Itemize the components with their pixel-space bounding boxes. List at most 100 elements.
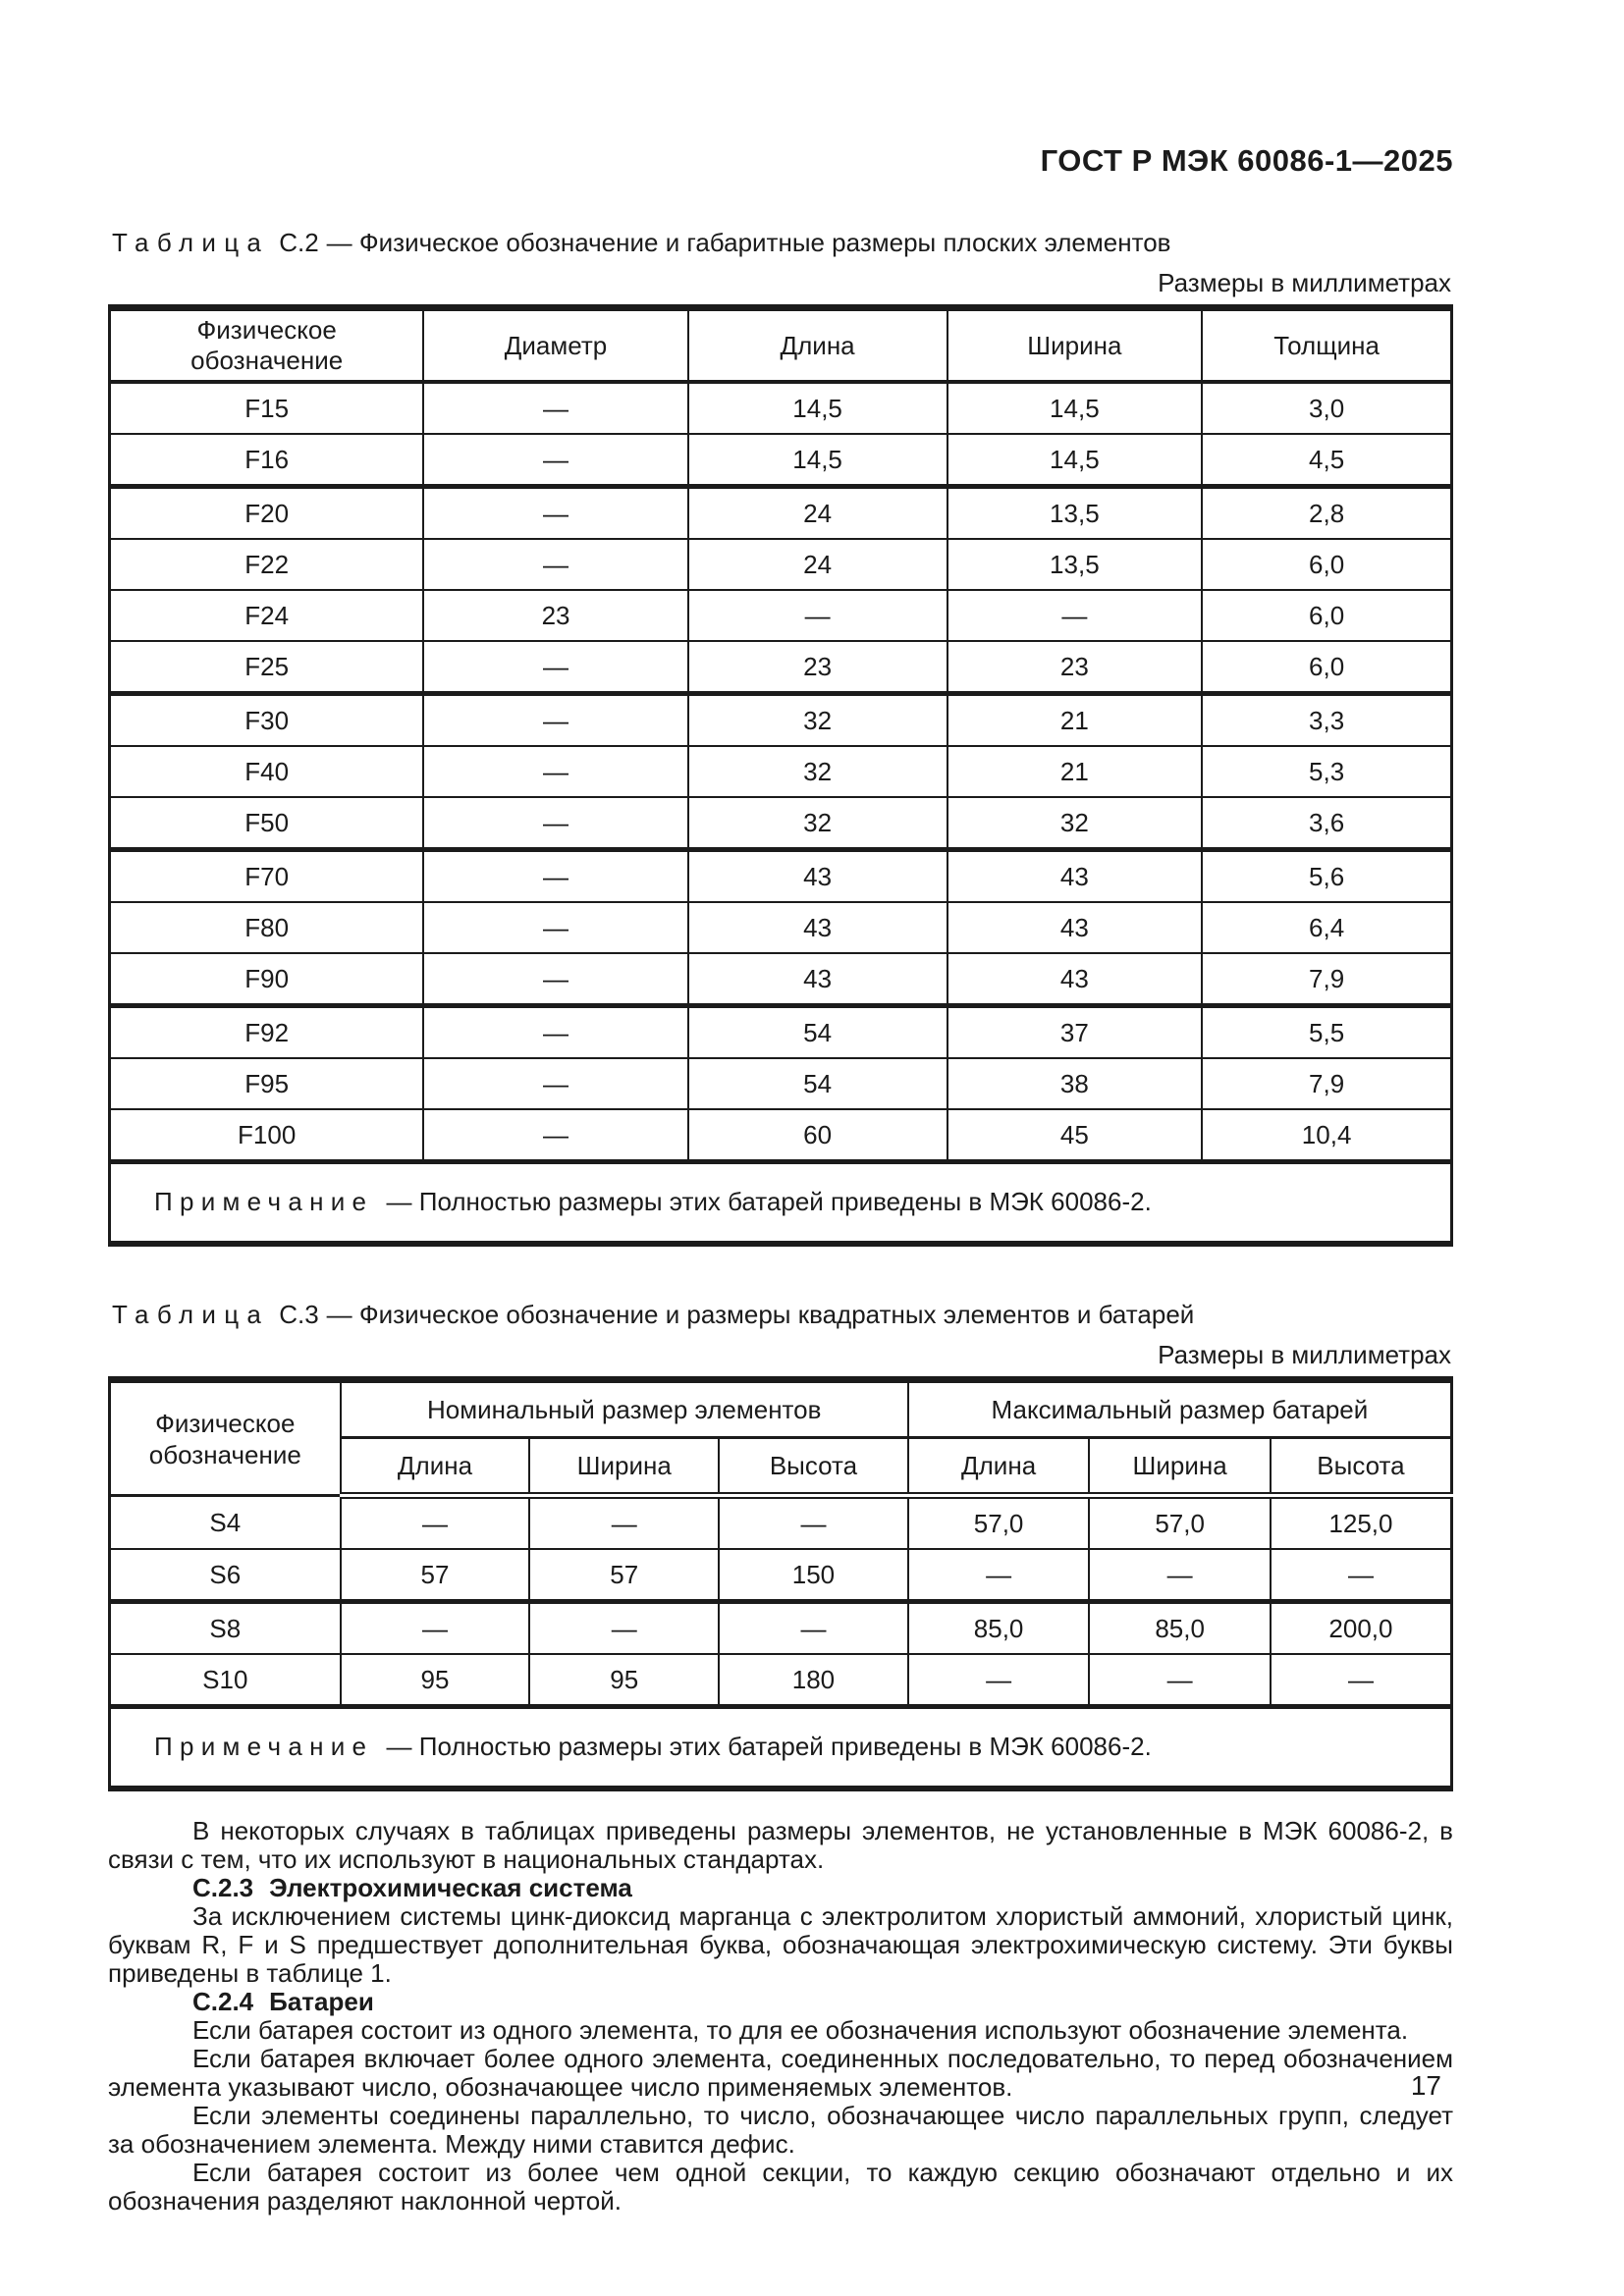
table-row: F40 — 32 21 5,3 xyxy=(108,745,1453,798)
cell: — xyxy=(422,1057,689,1110)
cell: 23 xyxy=(422,589,689,642)
column-header: Длина xyxy=(686,306,948,384)
cell: 6,0 xyxy=(1201,589,1453,642)
table-note: Примечание — Полностью размеры этих бата… xyxy=(108,1159,1453,1245)
cell: — xyxy=(686,589,948,642)
table-row: F80 — 43 43 6,4 xyxy=(108,901,1453,954)
cell: 95 xyxy=(339,1653,531,1708)
cell: — xyxy=(422,485,689,540)
cell: 43 xyxy=(686,952,948,1008)
table-row: F92 — 54 37 5,5 xyxy=(108,1004,1453,1059)
column-header: Длина xyxy=(906,1436,1091,1499)
paragraph: Если батарея включает более одного элеме… xyxy=(108,2044,1453,2102)
table-c2: Физическое обозначение Диаметр Длина Шир… xyxy=(108,304,1453,1247)
cell: 7,9 xyxy=(1201,1057,1453,1110)
cell: 38 xyxy=(946,1057,1204,1110)
cell: — xyxy=(718,1600,909,1655)
note-text: — Полностью размеры этих батарей приведе… xyxy=(386,1731,1152,1761)
table-caption-number: С.3 xyxy=(279,1300,319,1329)
cell: 43 xyxy=(946,848,1204,903)
table-c2-caption: Таблица С.2— Физическое обозначение и габ… xyxy=(112,228,1453,258)
cell: F70 xyxy=(108,848,425,903)
cell: 32 xyxy=(686,745,948,798)
cell: 14,5 xyxy=(686,433,948,489)
table-caption-label: Таблица xyxy=(112,228,270,257)
cell: 57 xyxy=(339,1548,531,1604)
cell: F15 xyxy=(108,381,425,435)
column-header: Длина xyxy=(339,1436,531,1499)
cell: 54 xyxy=(686,1004,948,1059)
column-header: Высота xyxy=(1269,1436,1453,1499)
table-row: F30 — 32 21 3,3 xyxy=(108,692,1453,747)
cell: 21 xyxy=(946,745,1204,798)
cell: 13,5 xyxy=(946,538,1204,591)
cell: 150 xyxy=(718,1548,909,1604)
section-title: Электрохимическая система xyxy=(269,1873,632,1902)
table-header-row: Физическое обозначение Диаметр Длина Шир… xyxy=(108,306,1453,384)
cell: F22 xyxy=(108,538,425,591)
cell: — xyxy=(1088,1653,1272,1708)
cell: F40 xyxy=(108,745,425,798)
cell: 2,8 xyxy=(1201,485,1453,540)
table-c3: Физическое обозначение Номинальный разме… xyxy=(108,1376,1453,1791)
table-row: S4 — — — 57,0 57,0 125,0 xyxy=(108,1494,1453,1550)
table-row: F95 — 54 38 7,9 xyxy=(108,1057,1453,1110)
table-row: F24 23 — — 6,0 xyxy=(108,589,1453,642)
cell: 32 xyxy=(946,796,1204,852)
table-note-row: Примечание — Полностью размеры этих бата… xyxy=(108,1159,1453,1245)
cell: 60 xyxy=(686,1108,948,1163)
section-number: С.2.3 xyxy=(192,1873,254,1902)
cell: S10 xyxy=(108,1653,342,1708)
cell: 3,0 xyxy=(1201,381,1453,435)
table-row: S6 57 57 150 — — — xyxy=(108,1548,1453,1604)
table-caption-title: — Физическое обозначение и размеры квадр… xyxy=(326,1300,1195,1329)
cell: S6 xyxy=(108,1548,342,1604)
cell: 5,6 xyxy=(1201,848,1453,903)
cell: 45 xyxy=(946,1108,1204,1163)
table-caption-label: Таблица xyxy=(112,1300,270,1329)
cell: 23 xyxy=(946,640,1204,696)
cell: — xyxy=(422,901,689,954)
paragraph: Если батарея состоит из одного элемента,… xyxy=(192,2015,1409,2045)
table-row: F15 — 14,5 14,5 3,0 xyxy=(108,381,1453,435)
table-row: F100 — 60 45 10,4 xyxy=(108,1108,1453,1163)
column-group-header: Номинальный размер элементов xyxy=(339,1378,909,1439)
cell: — xyxy=(528,1494,721,1550)
table-row: F20 — 24 13,5 2,8 xyxy=(108,485,1453,540)
cell: 125,0 xyxy=(1269,1494,1453,1550)
cell: — xyxy=(422,796,689,852)
cell: F25 xyxy=(108,640,425,696)
table-row: F70 — 43 43 5,6 xyxy=(108,848,1453,903)
note-text: — Полностью размеры этих батарей приведе… xyxy=(386,1186,1152,1216)
units-note: Размеры в миллиметрах xyxy=(1158,1340,1451,1369)
cell: 57,0 xyxy=(906,1494,1091,1550)
cell: 24 xyxy=(686,485,948,540)
cell: — xyxy=(422,745,689,798)
cell: F95 xyxy=(108,1057,425,1110)
cell: 54 xyxy=(686,1057,948,1110)
cell: — xyxy=(422,692,689,747)
cell: 43 xyxy=(946,901,1204,954)
cell: 7,9 xyxy=(1201,952,1453,1008)
column-header: Физическое обозначение xyxy=(108,306,425,384)
cell: 43 xyxy=(946,952,1204,1008)
cell: 37 xyxy=(946,1004,1204,1059)
cell: F92 xyxy=(108,1004,425,1059)
column-header: Высота xyxy=(718,1436,909,1499)
cell: — xyxy=(718,1494,909,1550)
cell: 4,5 xyxy=(1201,433,1453,489)
cell: 180 xyxy=(718,1653,909,1708)
column-header: Толщина xyxy=(1201,306,1453,384)
column-header: Диаметр xyxy=(422,306,689,384)
cell: — xyxy=(422,1004,689,1059)
cell: F16 xyxy=(108,433,425,489)
cell: — xyxy=(906,1653,1091,1708)
cell: 85,0 xyxy=(906,1600,1091,1655)
cell: 85,0 xyxy=(1088,1600,1272,1655)
cell: 95 xyxy=(528,1653,721,1708)
cell: F24 xyxy=(108,589,425,642)
cell: 3,3 xyxy=(1201,692,1453,747)
cell: 10,4 xyxy=(1201,1108,1453,1163)
paragraph: Если батарея состоит из более чем одной … xyxy=(108,2158,1453,2216)
